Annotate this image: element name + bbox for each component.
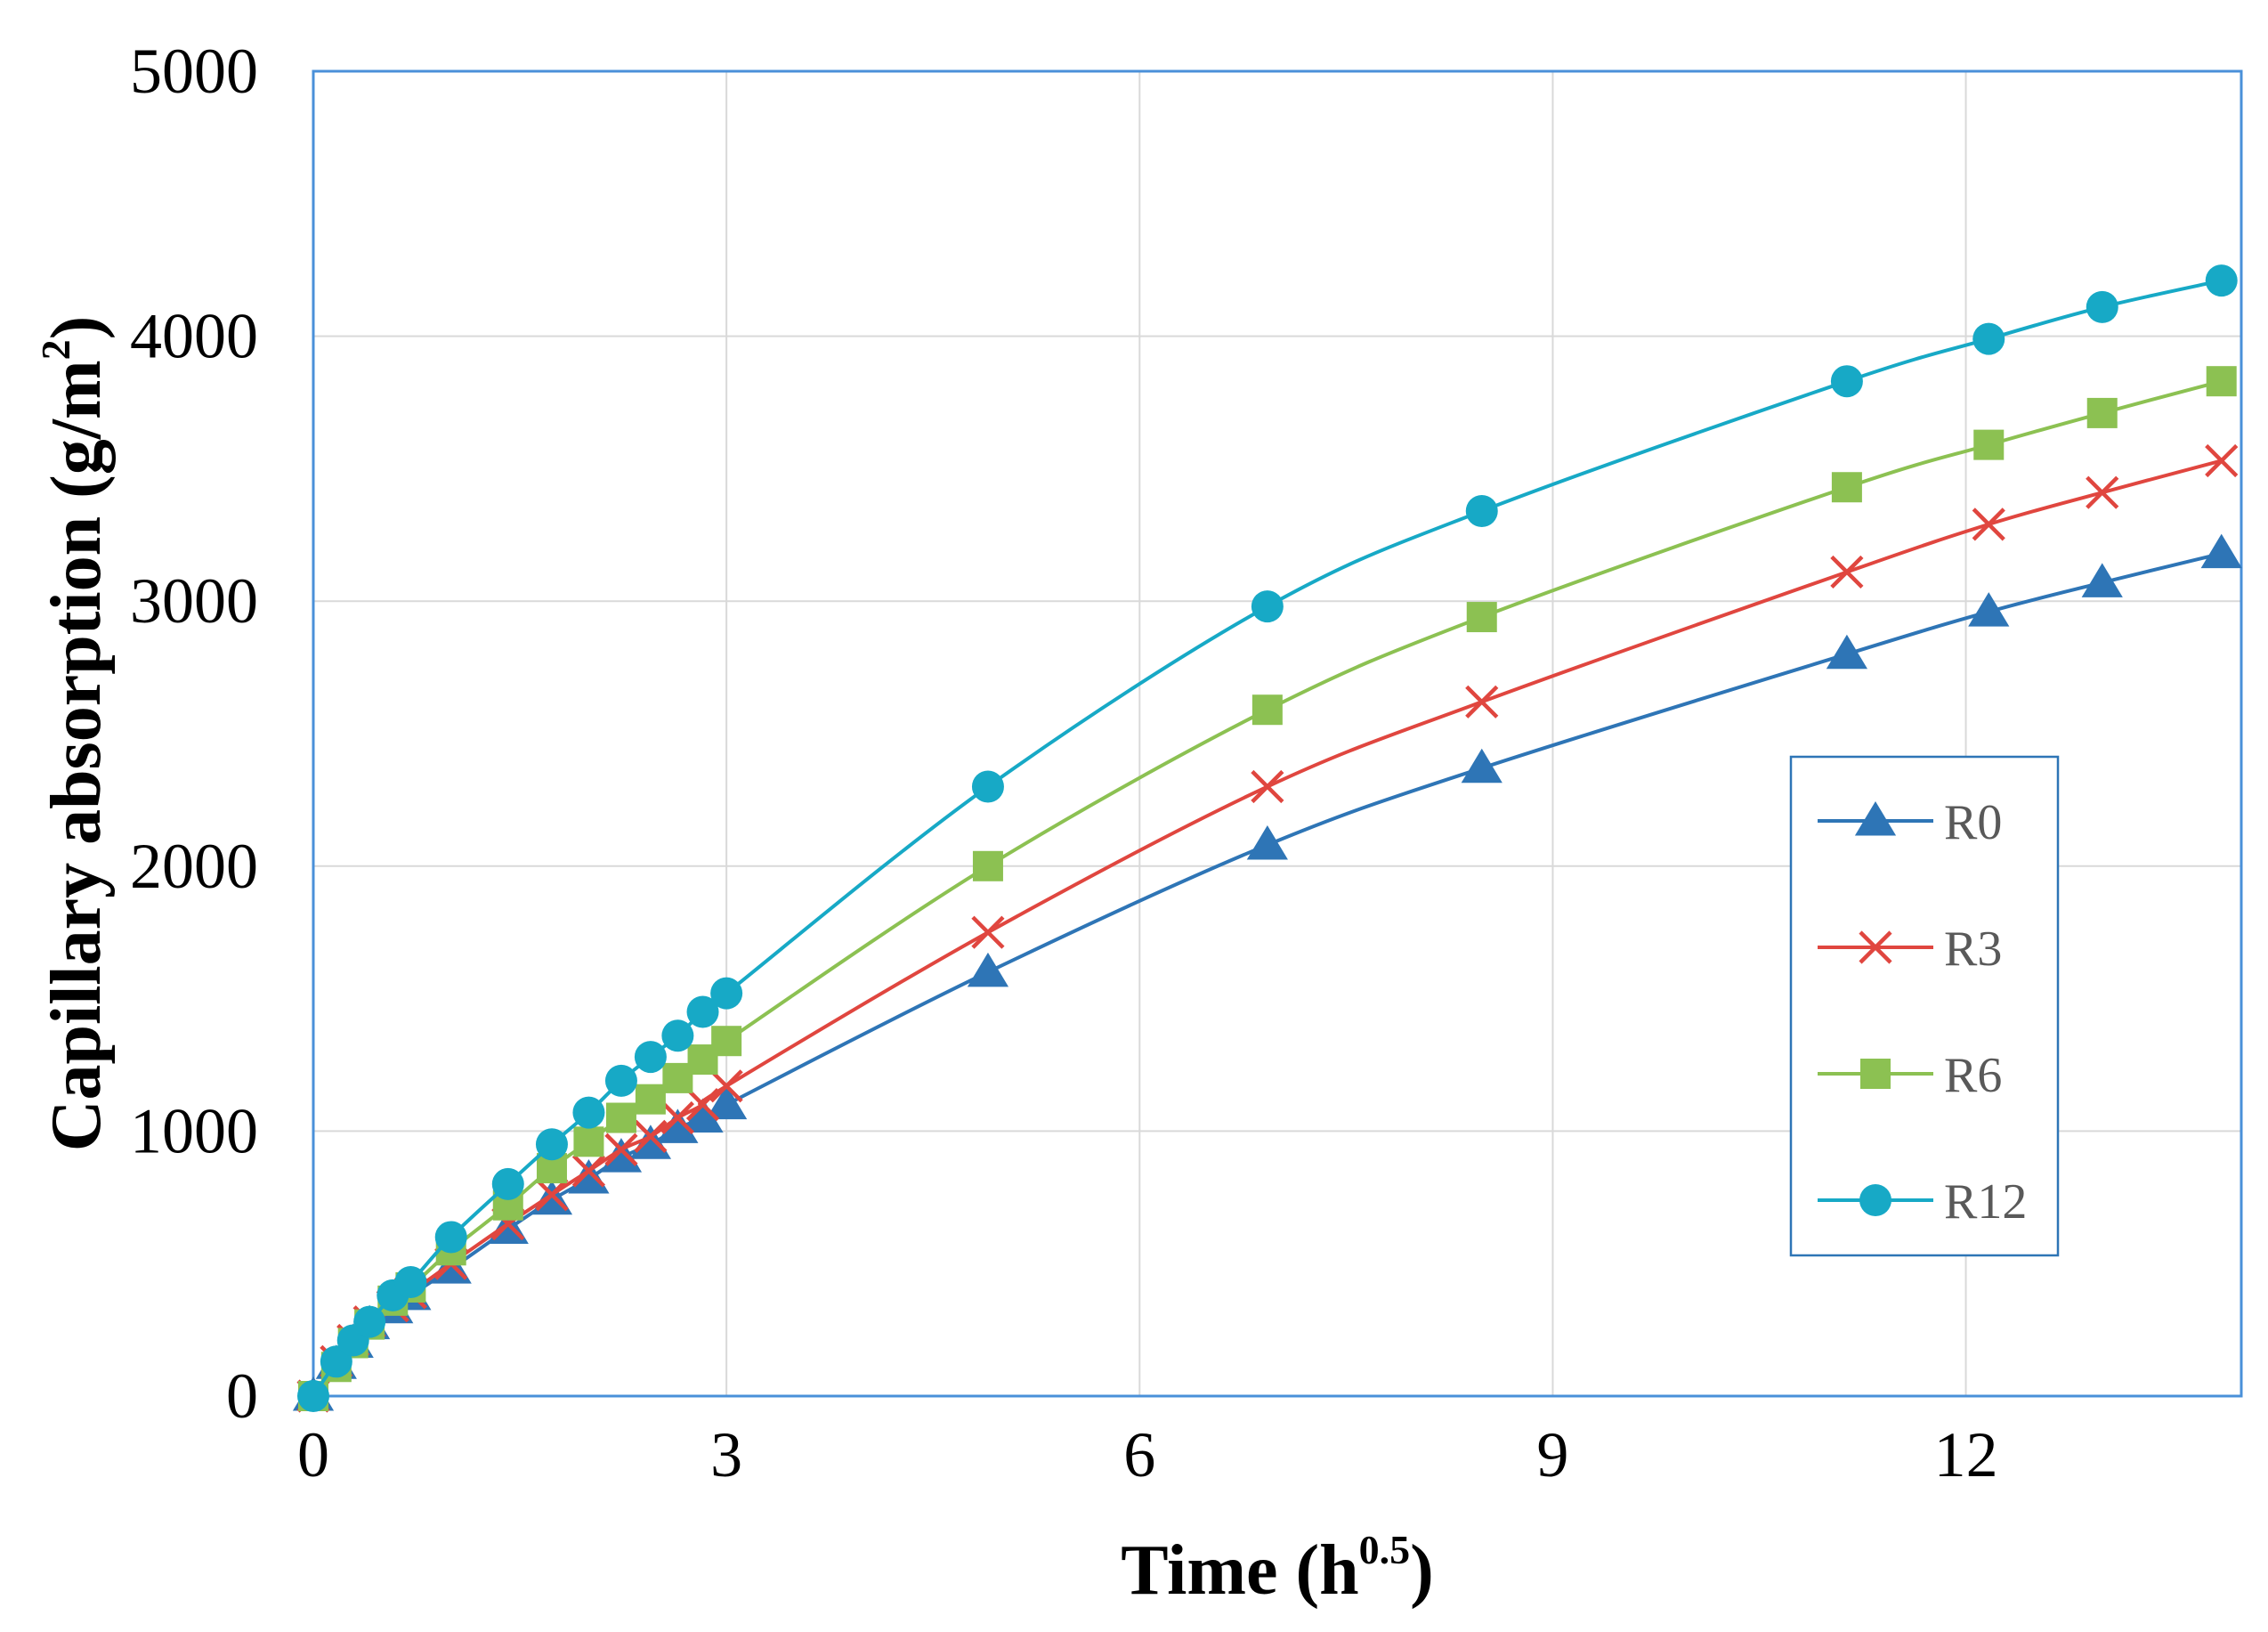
data-point-r3	[971, 915, 1005, 949]
x-axis-title: Time (h0.5)	[1121, 1527, 1434, 1610]
data-point-r0	[1461, 748, 1503, 784]
data-point-r3	[1251, 769, 1284, 804]
data-point-r3	[1830, 555, 1864, 589]
data-point-r3	[660, 1100, 694, 1135]
data-point-r0	[629, 1125, 671, 1159]
data-point-r6	[1973, 429, 2005, 460]
data-point-r0	[1826, 634, 1867, 670]
data-point-r3	[709, 1069, 743, 1103]
legend-marker	[1859, 1184, 1891, 1216]
x-tick-label: 0	[297, 1419, 329, 1490]
data-point-r12	[434, 1221, 467, 1254]
legend-marker	[1860, 1059, 1891, 1089]
legend-marker	[1859, 930, 1892, 964]
data-point-r0	[1968, 592, 2010, 627]
x-axis-title-close: )	[1410, 1531, 1434, 1610]
legend-label: R12	[1944, 1174, 2027, 1230]
data-point-r6	[635, 1084, 666, 1115]
data-point-r3	[535, 1178, 569, 1212]
data-point-r12	[2086, 290, 2118, 323]
data-point-r6	[1831, 472, 1862, 503]
data-point-r12	[535, 1128, 568, 1161]
data-point-r3	[2086, 475, 2119, 509]
x-axis-title-superscript: 0.5	[1359, 1527, 1411, 1572]
series-layer	[292, 264, 2242, 1413]
data-point-r0	[706, 1084, 748, 1120]
y-tick-label: 4000	[130, 301, 258, 372]
data-point-r0	[682, 1098, 724, 1133]
data-point-r12	[971, 770, 1004, 803]
y-axis-title-superscript: 2	[33, 339, 78, 360]
data-point-r6	[2206, 366, 2237, 397]
x-tick-label: 6	[1123, 1419, 1155, 1490]
legend: R0 R3 R6 R12	[1789, 755, 2060, 1257]
data-point-r3	[634, 1119, 668, 1153]
data-point-r6	[1466, 602, 1497, 633]
legend-label: R6	[1944, 1048, 2002, 1103]
data-point-r0	[1246, 824, 1288, 860]
data-point-r12	[353, 1305, 386, 1338]
y-axis-title-close: )	[37, 316, 116, 340]
x-axis-title-base: Time (h	[1121, 1531, 1358, 1610]
data-point-r12	[634, 1041, 667, 1074]
data-point-r12	[572, 1096, 605, 1129]
data-point-r6	[573, 1126, 604, 1157]
series-r12	[297, 264, 2238, 1412]
data-point-r12	[394, 1266, 427, 1299]
data-point-r12	[710, 977, 743, 1010]
data-point-r12	[2205, 264, 2238, 297]
data-point-r3	[1465, 685, 1499, 719]
y-axis-title-base: Capillary absorption (g/m	[37, 360, 116, 1151]
x-tick-label: 3	[710, 1419, 742, 1490]
data-point-r6	[972, 850, 1003, 881]
plot-area-border	[312, 69, 2243, 1398]
data-point-r0	[967, 952, 1009, 987]
data-point-r0	[600, 1138, 643, 1173]
data-point-r12	[491, 1167, 524, 1200]
legend-label: R3	[1944, 922, 2002, 977]
y-tick-label: 5000	[130, 36, 258, 107]
data-point-r3	[571, 1154, 606, 1188]
data-point-r12	[1830, 365, 1863, 398]
x-tick-label: 9	[1536, 1419, 1568, 1490]
data-point-r6	[1251, 694, 1283, 726]
legend-marker	[1854, 801, 1897, 836]
data-point-r0	[2200, 533, 2242, 569]
y-axis-title: Capillary absorption (g/m2)	[33, 316, 116, 1152]
tick-labels: 0 3 6 9 12 0 1000 2000 3000 4000 5000	[130, 36, 1998, 1490]
data-point-r3	[2205, 443, 2239, 478]
data-point-r3	[604, 1133, 638, 1166]
data-point-r12	[604, 1064, 637, 1097]
data-point-r12	[661, 1019, 694, 1052]
y-tick-label: 3000	[130, 565, 258, 637]
data-point-r12	[1251, 590, 1284, 623]
y-tick-label: 2000	[130, 831, 258, 902]
data-point-r12	[1972, 322, 2005, 355]
data-point-r0	[568, 1158, 610, 1194]
data-point-r12	[297, 1380, 329, 1412]
data-point-r12	[686, 995, 719, 1028]
data-point-r0	[2081, 563, 2123, 597]
data-point-r6	[605, 1102, 636, 1133]
legend-item-r12: R12	[1818, 1174, 2027, 1230]
data-point-r3	[1972, 507, 2005, 541]
legend-box	[1789, 755, 2060, 1257]
data-point-r12	[1465, 495, 1498, 528]
legend-item-r6: R6	[1818, 1048, 2002, 1103]
legend-item-r3: R3	[1818, 922, 2002, 977]
data-point-r3	[685, 1088, 720, 1122]
series-r6	[298, 366, 2237, 1411]
legend-label: R0	[1944, 795, 2002, 850]
data-point-r6	[711, 1026, 742, 1057]
y-tick-label: 1000	[130, 1095, 258, 1166]
legend-item-r0: R0	[1818, 795, 2002, 850]
y-tick-label: 0	[226, 1360, 258, 1432]
data-point-r0	[657, 1108, 699, 1143]
data-point-r6	[2086, 397, 2118, 428]
x-tick-label: 12	[1934, 1419, 1998, 1490]
